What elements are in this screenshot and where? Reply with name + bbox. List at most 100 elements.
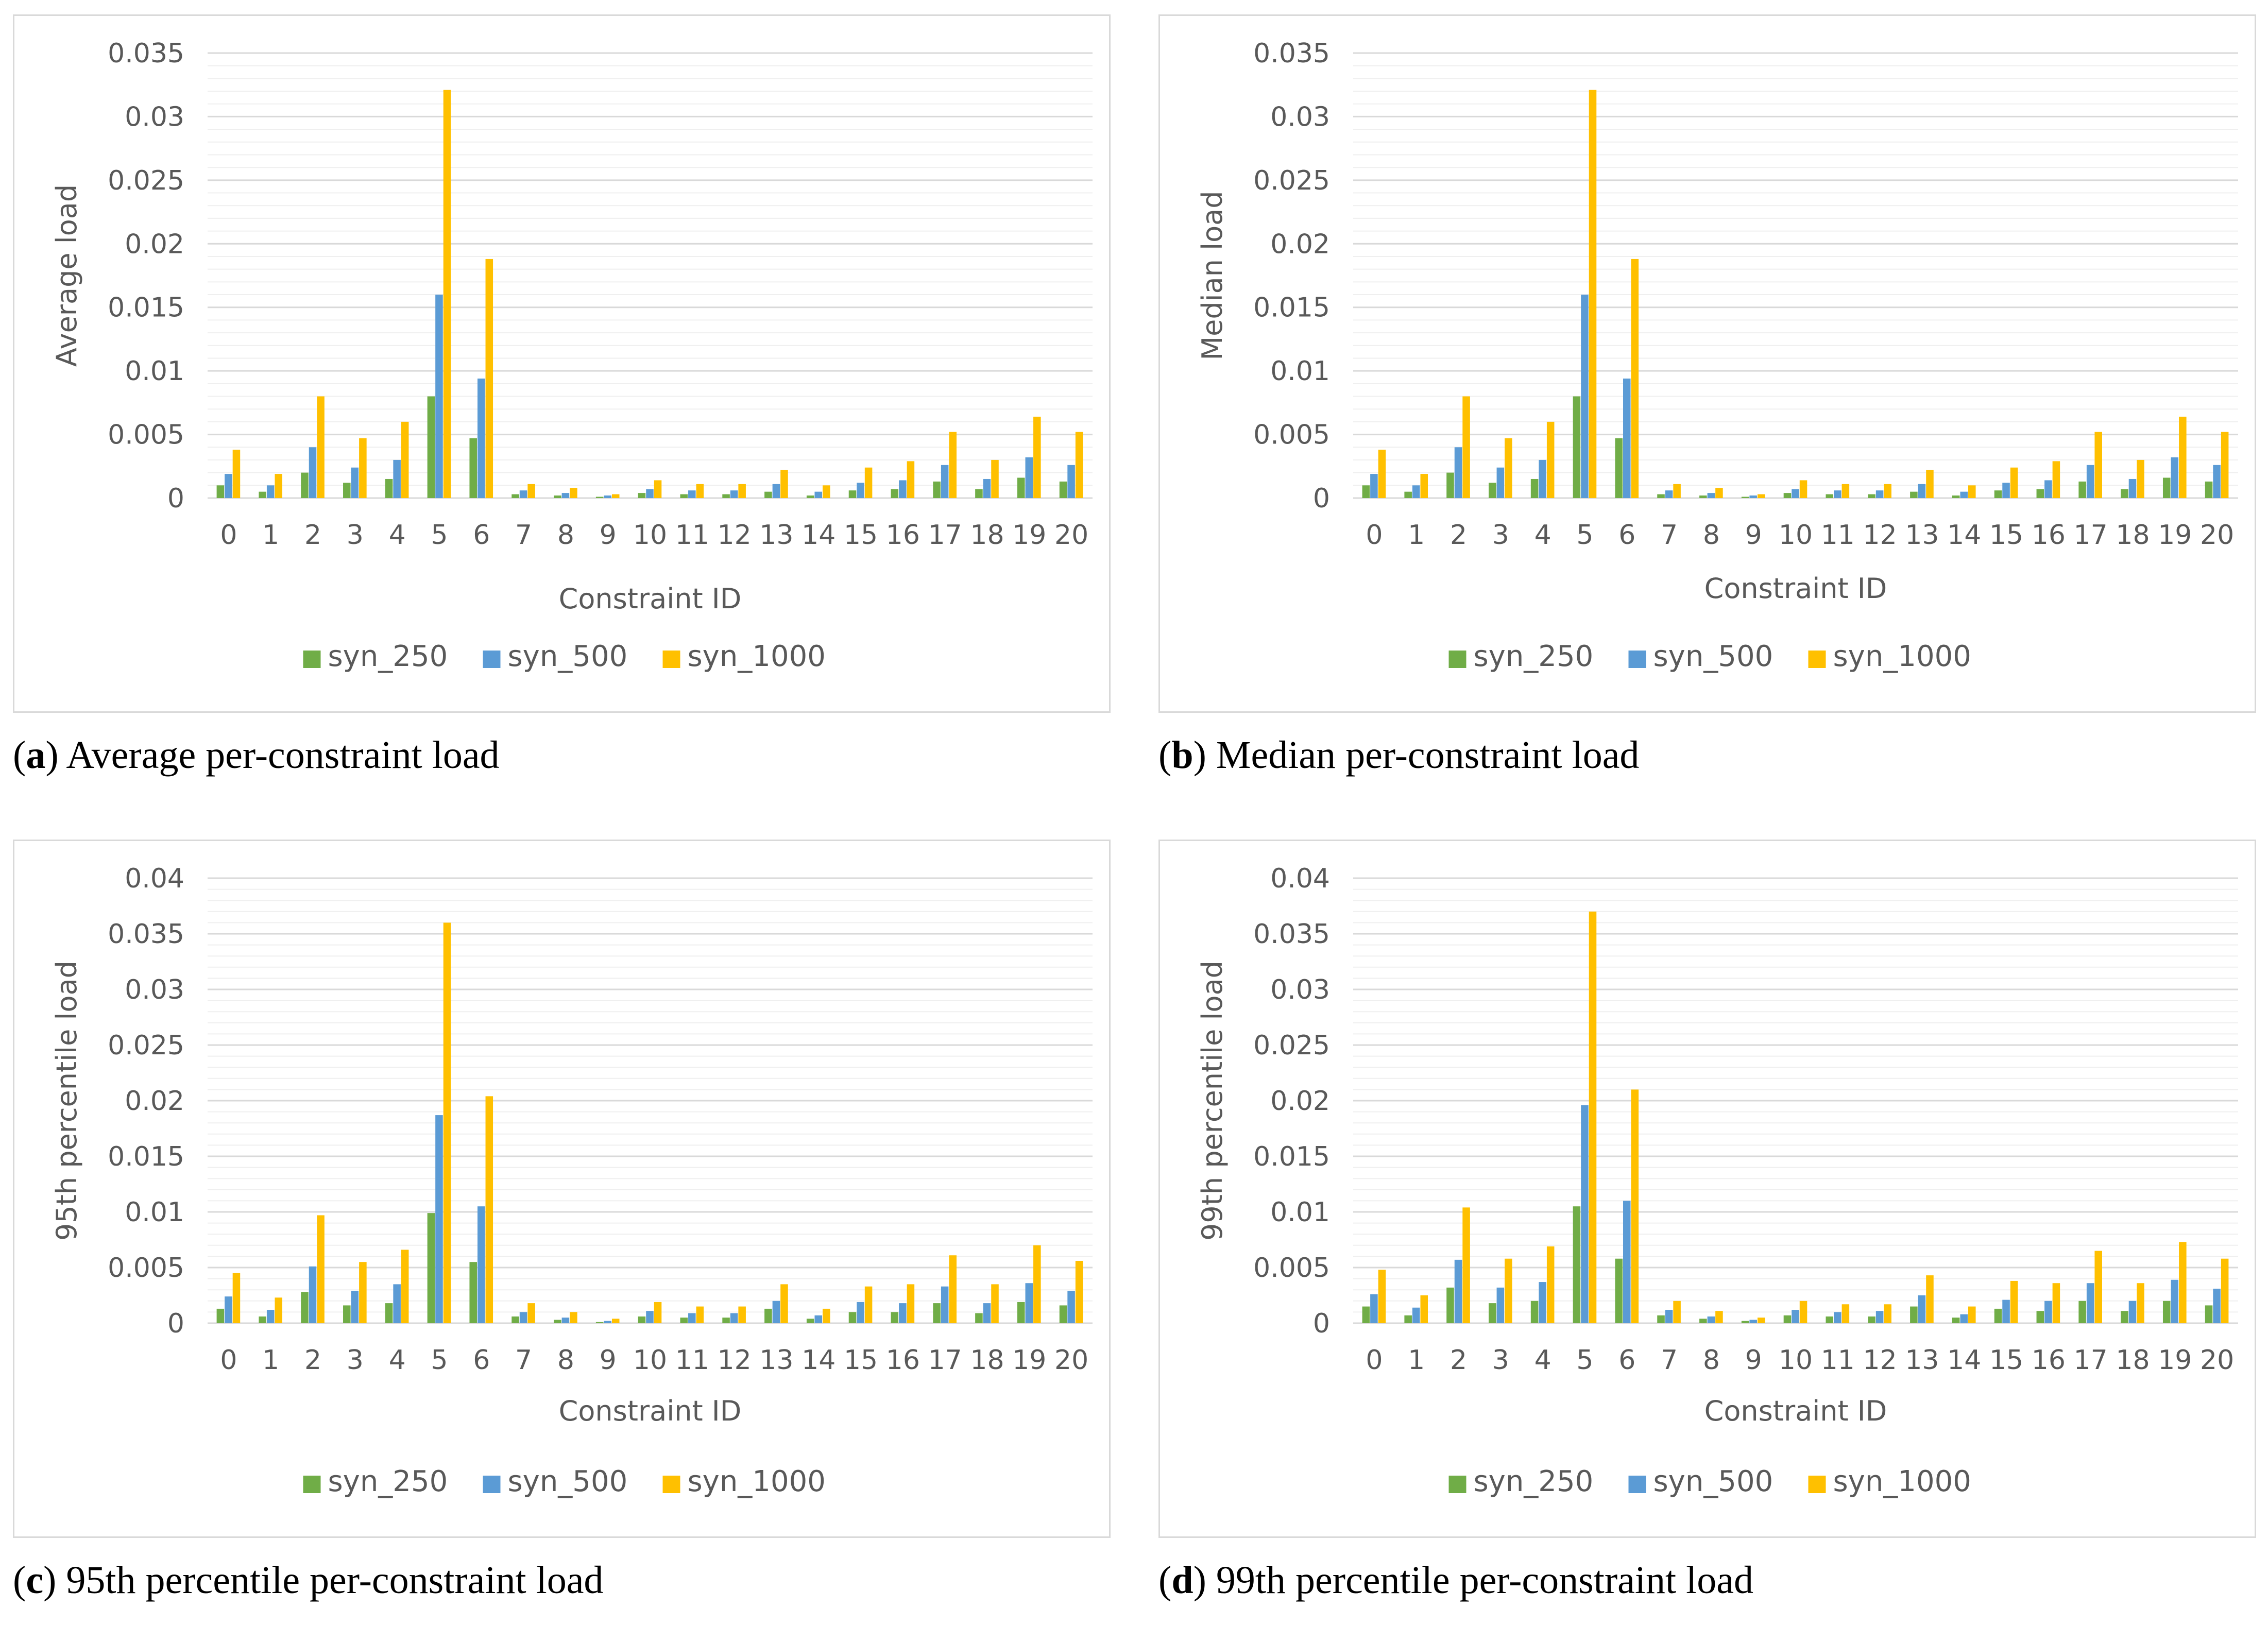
bar-syn_500-6 [477,378,485,498]
bar-syn_250-1 [259,491,266,498]
bar-syn_500-0 [225,474,232,498]
bar-syn_1000-4 [1546,1246,1555,1323]
bar-syn_500-16 [2044,1301,2052,1323]
x-tick-label: 7 [515,1345,532,1376]
bar-syn_250-13 [1910,1306,1918,1323]
y-tick-label: 0.025 [1253,165,1330,196]
legend: syn_250 syn_500 syn_1000 [1448,640,1971,673]
bar-syn_500-6 [1623,378,1631,498]
x-tick-label: 1 [262,520,279,551]
y-axis: 0 0.005 0.01 0.015 0.02 0.025 0.03 0.035 [108,38,1093,514]
bar-syn_1000-7 [527,484,535,498]
bar-syn_250-11 [1826,494,1834,498]
bar-syn_1000-7 [1673,1301,1681,1323]
bar-syn_250-0 [216,1308,225,1323]
x-tick-label: 17 [2074,520,2108,551]
bar-syn_500-6 [1623,1201,1631,1323]
x-tick-label: 3 [347,520,364,551]
bar-syn_250-18 [975,1313,983,1323]
bar-syn_1000-18 [991,459,999,498]
bar-syn_1000-15 [2010,1280,2018,1323]
legend-swatch-syn_250 [1448,1476,1466,1493]
bar-syn_500-3 [1496,467,1505,498]
y-tick-label: 0.01 [125,1197,184,1228]
bar-syn_250-14 [806,495,814,498]
x-tick-label: 11 [675,520,709,551]
bar-syn_500-19 [2171,457,2179,498]
bar-syn_500-15 [857,1302,864,1323]
x-tick-label: 16 [886,520,920,551]
y-tick-label: 0.03 [125,974,184,1005]
bar-syn_500-15 [2002,1299,2010,1323]
y-tick-label: 0.01 [125,356,184,387]
bars [1362,911,2229,1323]
bar-syn_500-14 [814,1315,823,1323]
bar-syn_1000-10 [654,480,662,498]
bar-syn_250-11 [680,1318,688,1323]
x-tick-label: 18 [2116,1345,2150,1376]
bar-syn_1000-11 [696,484,704,498]
x-tick-label: 3 [1492,520,1509,551]
legend-label-syn_250: syn_250 [1474,1465,1594,1498]
bar-syn_1000-17 [949,432,957,498]
bar-syn_500-17 [2086,1283,2094,1323]
chart-frame: 0 0.005 0.01 0.015 0.02 0.025 0.03 0.035 0.04 0 1 2… [13,840,1111,1538]
bar-syn_500-5 [435,295,443,498]
x-tick-label: 6 [1618,520,1635,551]
bar-syn_500-17 [941,465,949,498]
bar-syn_500-15 [857,483,864,498]
bar-syn_500-4 [393,1284,401,1323]
bar-syn_1000-5 [443,922,451,1323]
bar-syn_500-0 [1370,1294,1378,1323]
bar-syn_250-16 [2036,1311,2044,1323]
y-tick-label: 0.025 [1253,1030,1330,1061]
x-tick-label: 4 [1534,1345,1551,1376]
x-tick-label: 9 [600,520,617,551]
bar-syn_500-8 [561,493,570,498]
bar-syn_500-10 [646,1311,654,1323]
caption-letter: c [26,1559,44,1602]
x-tick-label: 8 [557,520,574,551]
bar-syn_500-13 [1918,1295,1926,1323]
bar-syn_1000-8 [570,1312,577,1323]
bar-syn_500-18 [2128,1301,2137,1323]
bar-syn_500-20 [2213,465,2221,498]
y-tick-label: 0.01 [1270,356,1330,387]
bar-syn_250-4 [385,478,393,498]
bar-syn_1000-7 [527,1303,535,1323]
x-tick-label: 14 [802,520,835,551]
x-tick-label: 12 [718,520,752,551]
x-tick-label: 4 [389,1345,406,1376]
legend-swatch-syn_1000 [1808,1476,1826,1493]
x-tick-label: 6 [473,520,490,551]
x-tick-label: 2 [1450,1345,1467,1376]
bar-syn_1000-11 [1841,1304,1850,1323]
bar-syn_1000-5 [1589,911,1597,1323]
bar-syn_250-1 [259,1316,266,1323]
x-tick-label: 14 [1947,1345,1981,1376]
bar-syn_500-16 [2044,480,2052,498]
x-tick-label: 3 [347,1345,364,1376]
x-tick-label: 2 [304,520,321,551]
bar-syn_250-8 [554,495,561,498]
y-tick-label: 0.04 [1270,863,1330,894]
x-tick-label: 7 [1661,1345,1678,1376]
bar-syn_500-12 [730,1313,738,1323]
bar-syn_500-2 [309,1266,317,1323]
caption-letter: a [26,733,46,777]
bar-syn_250-7 [1657,1315,1665,1323]
x-tick-label: 12 [1863,1345,1897,1376]
bar-syn_250-10 [1783,493,1792,498]
x-tick-label: 0 [1366,1345,1383,1376]
bar-syn_250-15 [1994,490,2002,498]
bar-syn_500-14 [814,491,823,498]
bar-syn_500-6 [477,1206,485,1323]
bar-syn_250-20 [2205,1305,2213,1323]
bar-syn_250-3 [1489,1303,1496,1323]
legend-label-syn_1000: syn_1000 [1833,640,1971,673]
bar-syn_500-1 [266,1310,275,1323]
bar-syn_250-0 [1362,485,1370,498]
bar-syn_1000-19 [1033,417,1041,498]
bar-syn_1000-19 [1033,1245,1041,1323]
bar-syn_1000-5 [1589,90,1597,499]
